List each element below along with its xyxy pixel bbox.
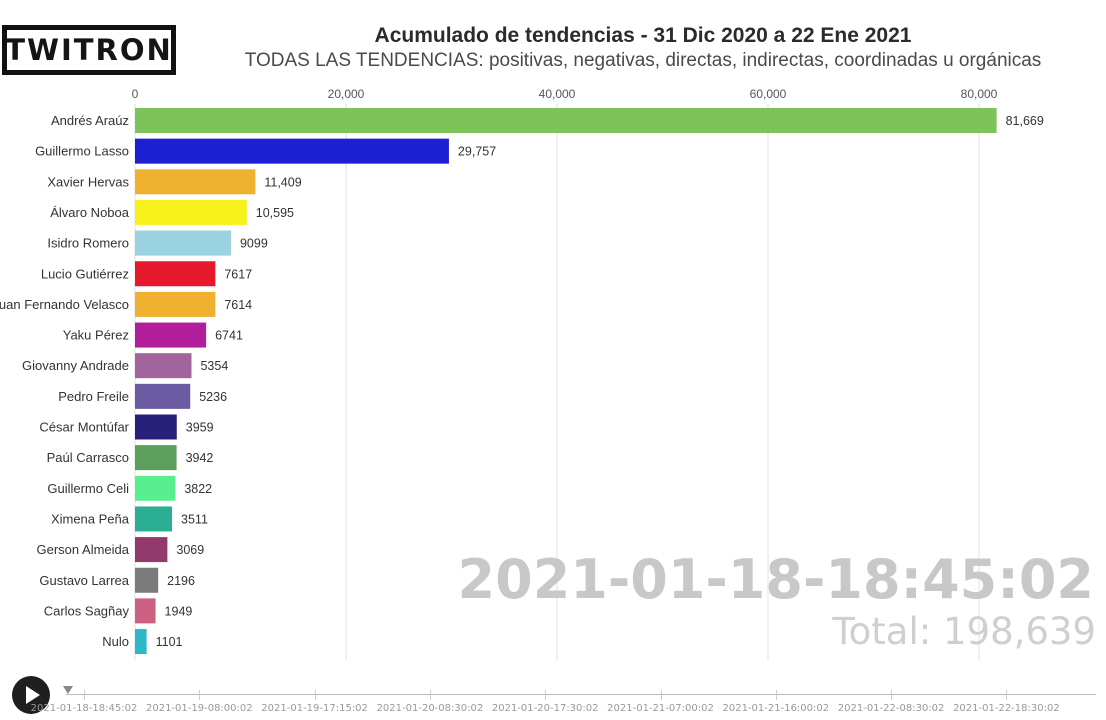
category-label: Gustavo Larrea bbox=[39, 573, 129, 588]
category-label: Gerson Almeida bbox=[37, 542, 130, 557]
timeline-tick bbox=[314, 690, 316, 700]
bar bbox=[135, 230, 231, 256]
play-button[interactable] bbox=[12, 676, 50, 714]
bar bbox=[135, 353, 192, 379]
chart-subtitle: TODAS LAS TENDENCIAS: positivas, negativ… bbox=[244, 50, 1042, 71]
value-labels: 81,669 29,757 11,409 10,595 9099 7617 7614 6741… bbox=[156, 114, 1044, 649]
bar bbox=[135, 261, 216, 287]
value-label: 7617 bbox=[224, 267, 252, 281]
timeline-label: 2021-01-19-08:00:02 bbox=[145, 703, 253, 714]
category-labels: Andrés Araúz Guillermo Lasso Xavier Hervas… bbox=[0, 113, 130, 649]
timeline-tick bbox=[199, 690, 201, 700]
timeline-tick bbox=[84, 690, 85, 700]
timeline-tick bbox=[545, 690, 547, 700]
value-label: 5354 bbox=[200, 359, 228, 373]
bar bbox=[135, 506, 173, 532]
x-tick-label: 80,000 bbox=[961, 87, 998, 101]
category-label: Isidro Romero bbox=[47, 236, 129, 251]
timeline-handle[interactable] bbox=[63, 686, 73, 694]
bar bbox=[135, 169, 256, 195]
category-label: Guillermo Celi bbox=[47, 481, 129, 496]
bars bbox=[135, 108, 997, 655]
category-label: Nulo bbox=[102, 634, 129, 649]
bar bbox=[135, 475, 176, 501]
category-label: César Montúfar bbox=[39, 420, 129, 435]
value-label: 11,409 bbox=[264, 175, 301, 189]
value-label: 7614 bbox=[224, 298, 252, 312]
category-label: Juan Fernando Velasco bbox=[0, 297, 129, 312]
bar bbox=[135, 537, 168, 563]
bar bbox=[135, 598, 156, 624]
bar bbox=[135, 383, 191, 409]
category-label: Pedro Freile bbox=[58, 389, 129, 404]
timestamp-overlay: 2021-01-18-18:45:02 bbox=[457, 548, 1094, 611]
value-label: 3959 bbox=[186, 421, 214, 435]
category-label: Carlos Sagñay bbox=[44, 603, 130, 618]
timeline-label: 2021-01-22-18:30:02 bbox=[953, 703, 1060, 714]
category-label: Giovanny Andrade bbox=[22, 358, 129, 373]
value-label: 29,757 bbox=[458, 145, 496, 159]
timeline-track bbox=[66, 694, 1096, 695]
value-label: 9099 bbox=[240, 237, 268, 251]
value-label: 3069 bbox=[176, 543, 204, 557]
x-tick-label: 60,000 bbox=[750, 87, 787, 101]
grid-lines bbox=[134, 104, 980, 660]
category-label: Lucio Gutiérrez bbox=[41, 266, 129, 281]
category-label: Paúl Carrasco bbox=[47, 450, 129, 465]
chart-title: Acumulado de tendencias - 31 Dic 2020 a … bbox=[374, 24, 912, 47]
value-label: 1101 bbox=[156, 635, 183, 649]
value-label: 1949 bbox=[165, 604, 193, 618]
bar bbox=[135, 199, 247, 225]
twitron-logo: TWITRON bbox=[2, 25, 176, 75]
value-label: 6741 bbox=[215, 329, 243, 343]
bar bbox=[135, 414, 177, 440]
value-label: 81,669 bbox=[1006, 114, 1044, 128]
category-label: Guillermo Lasso bbox=[35, 144, 129, 159]
value-label: 3822 bbox=[184, 482, 212, 496]
value-label: 2196 bbox=[167, 574, 195, 588]
timeline-tick bbox=[1006, 690, 1008, 700]
logo-text: TWITRON bbox=[5, 33, 173, 67]
timeline-label: 2021-01-21-16:00:02 bbox=[722, 703, 830, 714]
timeline-label: 2021-01-18-18:45:02 bbox=[30, 703, 138, 714]
bar bbox=[135, 445, 177, 471]
category-label: Xavier Hervas bbox=[47, 174, 129, 189]
bar bbox=[135, 108, 997, 133]
x-tick-label: 40,000 bbox=[539, 87, 576, 101]
category-label: Álvaro Noboa bbox=[50, 205, 130, 220]
category-label: Ximena Peña bbox=[51, 511, 130, 526]
timeline-tick bbox=[891, 690, 893, 700]
timeline-tick bbox=[660, 690, 662, 700]
bar bbox=[135, 322, 207, 348]
timeline-labels: 2021-01-18-18:45:02 2021-01-19-08:00:02 20… bbox=[0, 703, 1106, 717]
value-label: 5236 bbox=[199, 390, 227, 404]
timeline-label: 2021-01-19-17:15:02 bbox=[261, 703, 368, 714]
x-axis-ticks: 0 20,000 40,000 60,000 80,000 bbox=[132, 87, 998, 101]
timeline-slider[interactable] bbox=[63, 686, 1096, 704]
timeline-label: 2021-01-22-08:30:02 bbox=[837, 703, 945, 714]
bar bbox=[135, 567, 159, 593]
bar bbox=[135, 138, 449, 164]
bar bbox=[135, 629, 147, 655]
timeline-label: 2021-01-20-08:30:02 bbox=[376, 703, 484, 714]
timeline-label: 2021-01-20-17:30:02 bbox=[491, 703, 599, 714]
bar bbox=[135, 291, 216, 317]
total-overlay: Total: 198,639 bbox=[832, 610, 1096, 653]
timeline-label: 2021-01-21-07:00:02 bbox=[607, 703, 714, 714]
x-tick-label: 0 bbox=[132, 87, 139, 101]
category-label: Andrés Araúz bbox=[51, 113, 129, 128]
value-label: 3511 bbox=[181, 512, 208, 526]
value-label: 10,595 bbox=[256, 206, 294, 220]
timeline-tick bbox=[429, 690, 431, 700]
x-tick-label: 20,000 bbox=[328, 87, 365, 101]
value-label: 3942 bbox=[186, 451, 214, 465]
play-icon bbox=[26, 686, 40, 704]
timeline-tick bbox=[775, 690, 777, 700]
category-label: Yaku Pérez bbox=[63, 328, 129, 343]
